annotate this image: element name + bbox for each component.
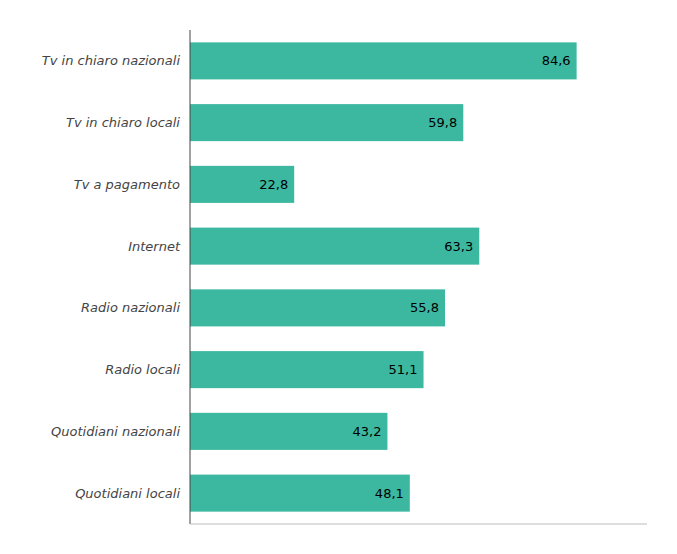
category-label: Internet <box>128 239 181 254</box>
category-label: Tv in chiaro nazionali <box>42 53 181 68</box>
bar <box>190 475 410 512</box>
bar <box>190 104 463 141</box>
x-axis-line <box>190 524 647 525</box>
bar <box>190 42 577 79</box>
category-label: Radio locali <box>105 362 180 377</box>
category-label: Tv in chiaro locali <box>66 115 180 130</box>
bar <box>190 413 387 450</box>
bar <box>190 351 424 388</box>
value-label: 84,6 <box>542 53 571 68</box>
value-label: 43,2 <box>352 424 381 439</box>
category-label: Quotidiani locali <box>75 486 180 501</box>
value-label: 63,3 <box>444 239 473 254</box>
bar <box>190 166 294 203</box>
category-label: Tv a pagamento <box>74 177 180 192</box>
value-label: 22,8 <box>259 177 288 192</box>
labels: Tv in chiaro nazionali 84,6 Tv in chiaro l… <box>42 53 571 500</box>
value-label: 48,1 <box>375 486 404 501</box>
bars <box>190 42 577 511</box>
y-axis-line <box>190 30 191 524</box>
value-label: 55,8 <box>410 300 439 315</box>
bar <box>190 228 479 265</box>
category-label: Radio nazionali <box>81 300 180 315</box>
category-label: Quotidiani nazionali <box>51 424 180 439</box>
bar <box>190 289 445 326</box>
value-label: 59,8 <box>428 115 457 130</box>
value-label: 51,1 <box>389 362 418 377</box>
chart-container: Tv in chiaro nazionali 84,6 Tv in chiaro l… <box>0 0 677 554</box>
chart-svg: Tv in chiaro nazionali 84,6 Tv in chiaro l… <box>0 0 677 554</box>
